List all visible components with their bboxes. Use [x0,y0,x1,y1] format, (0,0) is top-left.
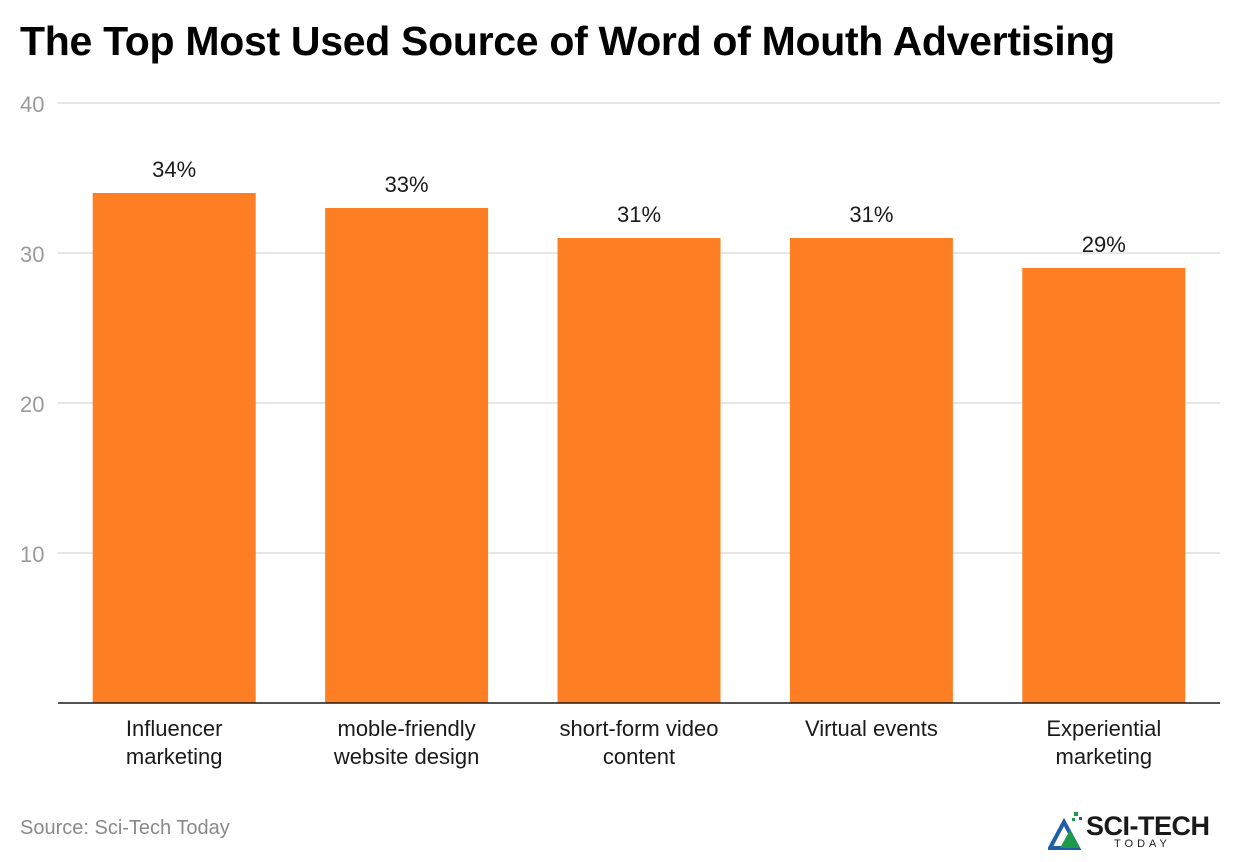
data-label: 31% [617,202,661,227]
bar [1022,268,1186,703]
bar [325,208,489,703]
x-axis-labels: Influencer marketing moble-friendly website… [126,716,1161,769]
x-tick-label: moble-friendly [338,716,476,741]
data-label: 33% [385,172,429,197]
y-tick-label: 20 [20,392,44,417]
data-label: 31% [849,202,893,227]
x-tick-label: marketing [1056,744,1153,769]
x-tick-label: Experiential [1046,716,1161,741]
data-label: 29% [1082,232,1126,257]
x-tick-label: Influencer [126,716,223,741]
bars [92,193,1186,703]
y-tick-label: 10 [20,542,44,567]
y-tick-label: 40 [20,92,44,117]
x-tick-label: Virtual events [805,716,938,741]
x-tick-label: website design [333,744,480,769]
logo-text: SCI-TECH [1086,811,1210,841]
bar [789,238,953,703]
value-labels: 34% 33% 31% 31% 29% [152,157,1126,257]
x-tick-label: short-form video [560,716,719,741]
mountain-logo-icon [1048,812,1082,850]
bar [92,193,256,703]
bar-chart: 10 20 30 40 34% 33% 31% 31% 29% Influencer marke… [20,92,1220,769]
x-tick-label: marketing [126,744,223,769]
logo-subtext: TODAY [1114,838,1171,850]
data-label: 34% [152,157,196,182]
y-axis-ticks: 10 20 30 40 [20,92,44,567]
chart-title: The Top Most Used Source of Word of Mout… [20,18,1115,64]
x-tick-label: content [603,744,675,769]
source-note: Source: Sci-Tech Today [20,817,230,839]
y-tick-label: 30 [20,242,44,267]
brand-logo: SCI-TECH TODAY [1048,808,1223,856]
bar [557,238,721,703]
